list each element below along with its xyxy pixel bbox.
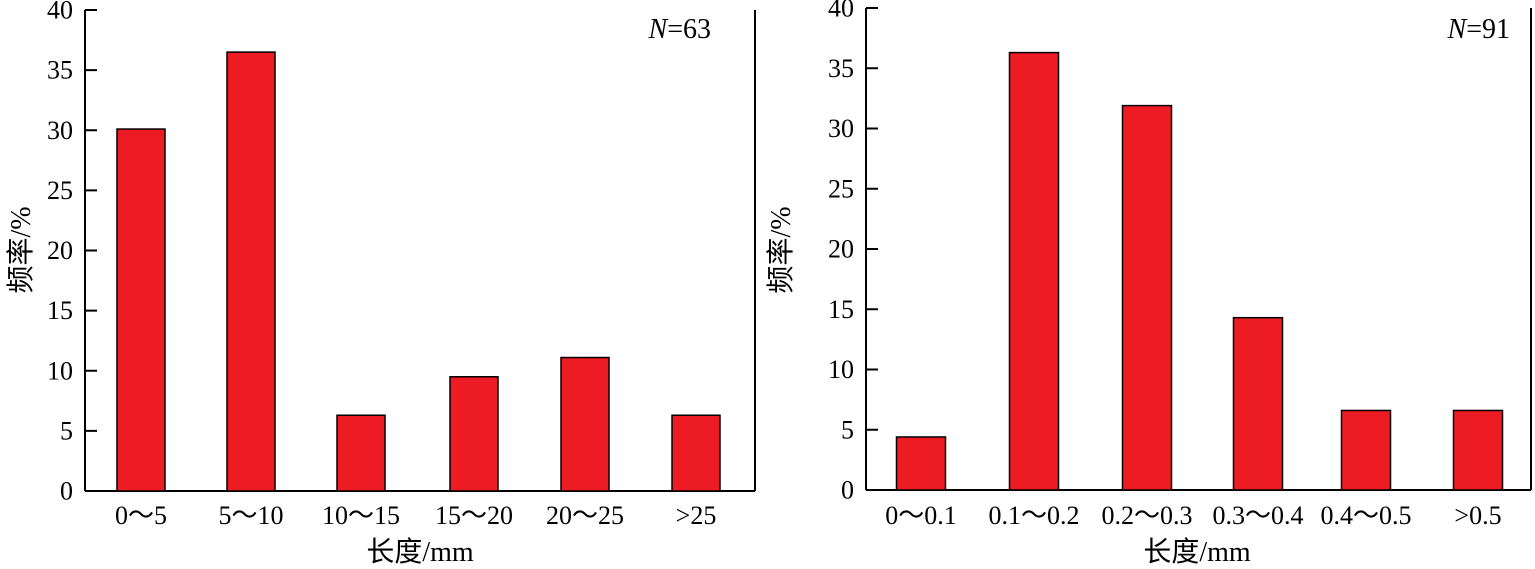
chart-left-axes (84, 10, 756, 492)
chart-right-ytick-label: 20 (828, 235, 854, 264)
chart-left-bar (226, 51, 276, 492)
chart-left-ytick-label: 5 (60, 416, 73, 445)
chart-right-bar (895, 436, 947, 491)
chart-left-xtick-label: 10～15 (322, 501, 400, 530)
chart-left-xtick-label: 15～20 (435, 501, 513, 530)
chart-left-bar (336, 414, 386, 492)
chart-left-sample-size-value: =63 (667, 14, 711, 45)
chart-left-x-axis-label: 长度/mm (366, 536, 474, 568)
chart-right-ytick-label: 30 (828, 114, 854, 143)
chart-left-xtick-label: 20～25 (546, 501, 624, 530)
chart-left-bar (116, 128, 166, 492)
chart-left-ytick-label: 0 (60, 477, 73, 506)
chart-right-xtick-label: 0～0.1 (885, 501, 957, 530)
chart-left-bar (449, 376, 499, 492)
chart-right-ytick-label: 40 (828, 0, 854, 23)
chart-left-ytick-label: 20 (47, 236, 73, 265)
chart-left-xtick-label: 5～10 (218, 501, 283, 530)
chart-right-ytick-label: 10 (828, 355, 854, 384)
chart-right-x-axis-label: 长度/mm (1143, 536, 1251, 568)
chart-left-xtick-label: 0～5 (115, 501, 167, 530)
chart-right-bars (895, 51, 1504, 491)
chart-left-sample-size: N=63 (648, 14, 711, 45)
chart-right-xtick-label: 0.4～0.5 (1320, 501, 1411, 530)
chart-right-y-axis-label: 频率/% (765, 206, 797, 293)
chart-right-axes (865, 8, 1532, 491)
chart-left-y-ticks: 0 5 10 15 20 25 30 35 40 (47, 0, 97, 506)
chart-right-bar (1121, 104, 1173, 491)
chart-left-ytick-label: 10 (47, 356, 73, 385)
chart-right-ytick-label: 0 (841, 476, 854, 505)
chart-left-ytick-label: 15 (47, 296, 73, 325)
chart-left-bar (560, 356, 610, 492)
chart-left-sample-size-symbol: N (648, 14, 669, 45)
chart-right-y-ticks: 0 5 10 15 20 25 30 35 40 (828, 0, 878, 505)
chart-right-ytick-label: 25 (828, 174, 854, 203)
chart-left-bar (671, 414, 721, 492)
chart-right-ytick-label: 15 (828, 295, 854, 324)
chart-left-ytick-label: 40 (47, 0, 73, 25)
chart-right-ytick-label: 5 (841, 415, 854, 444)
chart-left-ytick-label: 30 (47, 116, 73, 145)
chart-right-xtick-label: 0.3～0.4 (1212, 501, 1303, 530)
chart-right-bar (1232, 316, 1284, 491)
chart-right-x-ticks: 0～0.1 0.1～0.2 0.2～0.3 0.3～0.4 0.4～0.5 >0… (885, 501, 1501, 530)
chart-left-bars (116, 51, 721, 492)
chart-right-bar (1008, 51, 1060, 491)
chart-left-y-axis-label: 频率/% (5, 206, 37, 293)
chart-left: 0 5 10 15 20 25 30 35 40 0～5 5～10 10～15 … (5, 0, 756, 568)
chart-right-sample-size: N=91 (1447, 14, 1510, 45)
chart-right: 0 5 10 15 20 25 30 35 40 0～0.1 0.1～0.2 0… (765, 0, 1532, 568)
chart-right-sample-size-symbol: N (1447, 14, 1468, 45)
chart-right-xtick-label: >0.5 (1454, 501, 1501, 530)
chart-left-x-ticks: 0～5 5～10 10～15 15～20 20～25 >25 (115, 501, 716, 530)
chart-left-ytick-label: 25 (47, 176, 73, 205)
chart-right-xtick-label: 0.2～0.3 (1101, 501, 1192, 530)
chart-right-xtick-label: 0.1～0.2 (988, 501, 1079, 530)
chart-left-ytick-label: 35 (47, 56, 73, 85)
chart-right-ytick-label: 35 (828, 54, 854, 83)
chart-right-sample-size-value: =91 (1466, 14, 1510, 45)
chart-right-bar (1340, 409, 1392, 491)
chart-right-bar (1452, 409, 1504, 491)
chart-left-xtick-label: >25 (676, 501, 717, 530)
